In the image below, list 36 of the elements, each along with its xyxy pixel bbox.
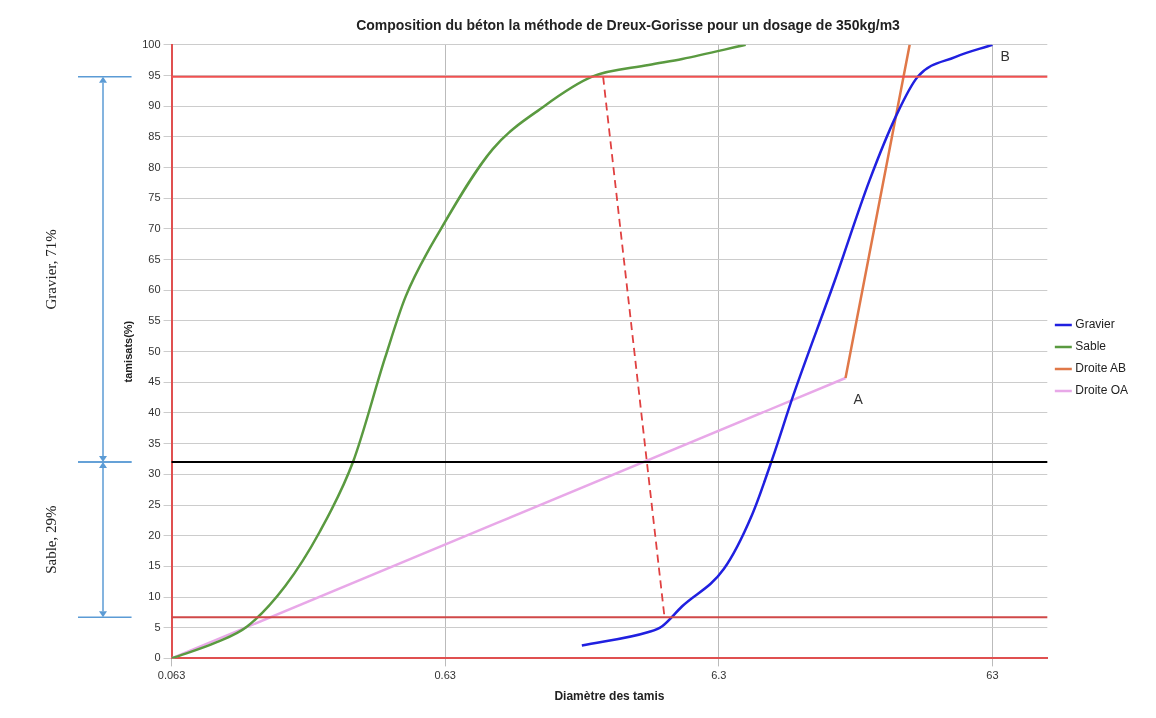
legend-label: Gravier [1075, 317, 1115, 332]
legend-label: Droite AB [1075, 361, 1127, 376]
y-tick-label: 35 [148, 436, 161, 449]
text: Sable, 29% [43, 505, 60, 574]
y-tick-label: 30 [148, 467, 161, 480]
text: Gravier, 71% [43, 229, 60, 310]
x-axis-title: Diamètre des tamis [554, 689, 665, 704]
y-tick-label: 90 [148, 99, 161, 112]
x-tick-label: 63 [986, 669, 999, 682]
y-tick-label: 5 [154, 620, 161, 633]
y-tick-label: 55 [148, 313, 161, 326]
y-tick-label: 15 [148, 559, 161, 572]
y-axis-title: tamisats(%) [121, 320, 134, 383]
annotation: A [853, 390, 864, 407]
y-tick-label: 40 [148, 405, 161, 418]
annotation: B [1000, 47, 1010, 64]
y-tick-label: 45 [148, 375, 161, 388]
x-tick-label: 6.3 [711, 669, 727, 682]
x-tick-label: 0.063 [157, 669, 186, 682]
y-tick-label: 95 [148, 68, 161, 81]
x-tick-label: 0.63 [434, 669, 456, 682]
y-tick-label: 60 [148, 283, 161, 296]
y-tick-label: 80 [148, 160, 161, 173]
y-tick-label: 70 [148, 221, 161, 234]
y-tick-label: 65 [148, 252, 161, 265]
y-tick-label: 25 [148, 498, 161, 511]
chart-title: Composition du béton la méthode de Dreux-Gorisse pour un dosage de 350kg/m3 [356, 17, 901, 34]
y-tick-label: 0 [154, 651, 161, 664]
y-tick-label: 50 [148, 344, 161, 357]
legend-label: Sable [1075, 339, 1107, 354]
y-tick-label: 100 [142, 37, 161, 50]
y-tick-label: 20 [148, 528, 161, 541]
y-tick-label: 75 [148, 191, 161, 204]
y-tick-label: 85 [148, 129, 161, 142]
legend-label: Droite OA [1075, 383, 1129, 398]
y-tick-label: 10 [148, 590, 161, 603]
